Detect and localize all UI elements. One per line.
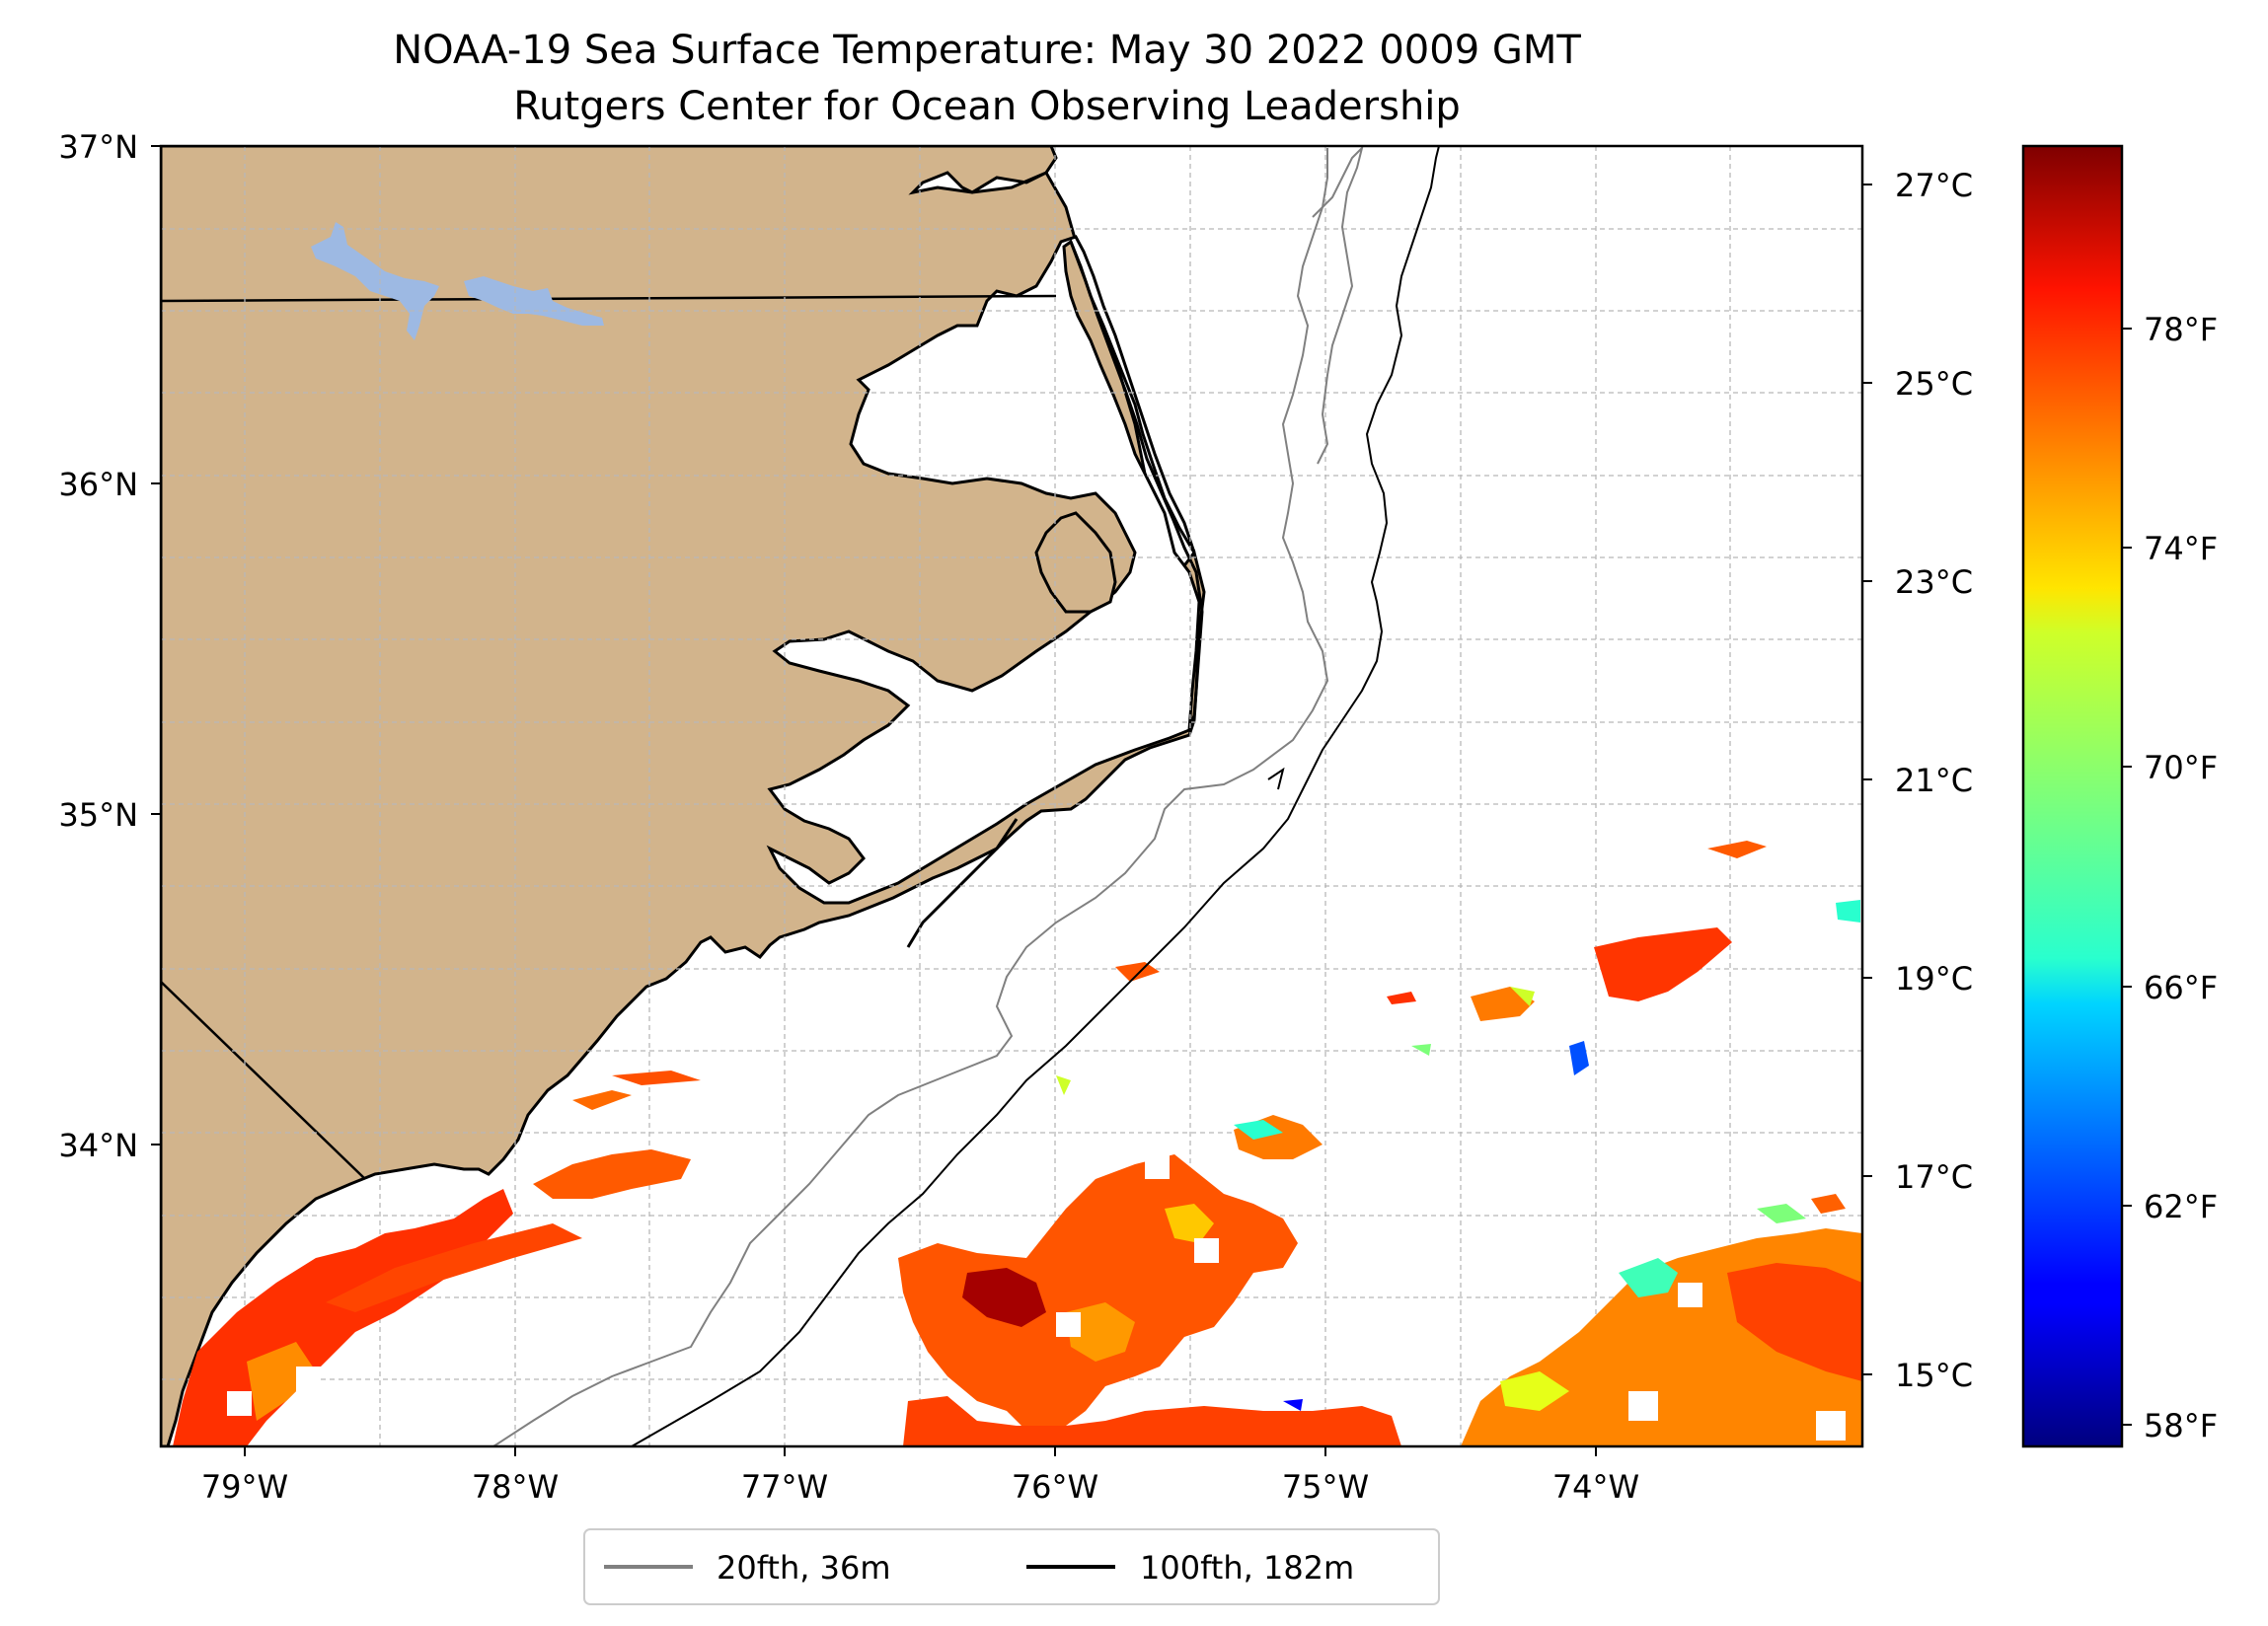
celsius-tick-label: 19°C [1895, 960, 1973, 998]
isobath-100fth [631, 146, 1440, 1446]
va-nc-border [161, 294, 1057, 303]
sst-patch-east-yellow [1510, 987, 1535, 1006]
sst-data-gap [1816, 1411, 1846, 1441]
fahrenheit-tick-label: 62°F [2144, 1188, 2218, 1225]
lat-tick-label: 36°N [58, 466, 138, 503]
sst-patch-east [1594, 927, 1732, 1001]
map-area [161, 146, 1862, 1446]
sst-data-gap [1628, 1391, 1658, 1421]
sst-patch-cyan [1234, 1120, 1283, 1140]
lon-tick-label: 79°W [201, 1468, 288, 1506]
sst-streak [326, 1223, 582, 1312]
sst-data-gap [1056, 1312, 1081, 1337]
sst-data-gap [1145, 1154, 1170, 1179]
sst-patch-southeast-red [1727, 1263, 1862, 1381]
lat-tick-label: 35°N [58, 796, 138, 834]
lon-ticks [244, 1446, 1597, 1456]
sst-data-gap [1678, 1283, 1702, 1307]
fahrenheit-tick-label: 70°F [2144, 749, 2218, 786]
sst-patch-southeast-yellow [1500, 1371, 1569, 1411]
celsius-tick-label: 25°C [1895, 365, 1973, 403]
isobath-20fth [1312, 146, 1364, 465]
fahrenheit-tick-label: 66°F [2144, 969, 2218, 1006]
sst-patch-central-dark [962, 1268, 1046, 1327]
sst-streak [572, 1090, 632, 1110]
map-frame [159, 144, 1864, 1448]
lon-tick-label: 76°W [1012, 1468, 1098, 1506]
sst-streak [612, 1071, 701, 1085]
celsius-tick-label: 27°C [1895, 167, 1973, 204]
outer-banks [1069, 241, 1204, 731]
sst-patch-central-orange [1066, 1302, 1135, 1362]
isobath-100fth-segment [1267, 767, 1285, 790]
sst-patch-central-bottom [903, 1396, 1401, 1446]
fahrenheit-ticks [2122, 328, 2132, 1426]
legend-label-100fth: 100fth, 182m [1140, 1549, 1354, 1587]
sst-patch-east-small [1387, 992, 1416, 1004]
legend-label-20fth: 20fth, 36m [717, 1549, 890, 1587]
sst-patch-southwest-inner [247, 1342, 316, 1421]
lat-tick-label: 37°N [58, 128, 138, 166]
sst-patch-east [1707, 841, 1767, 858]
sst-patch-central-yellow [1165, 1204, 1214, 1243]
map-subtitle: Rutgers Center for Ocean Observing Leade… [513, 84, 1461, 129]
cape-lookout-island [906, 818, 1019, 948]
sst-patch-small [1115, 962, 1160, 982]
sst-data-gap [1194, 1238, 1219, 1263]
lon-tick-label: 75°W [1282, 1468, 1369, 1506]
celsius-tick-label: 21°C [1895, 762, 1973, 799]
sst-patch-east-small [1811, 1194, 1846, 1214]
map-title: NOAA-19 Sea Surface Temperature: May 30 … [393, 28, 1581, 73]
sst-patch-small [1056, 1075, 1071, 1095]
sst-streak [533, 1149, 691, 1199]
fahrenheit-tick-label: 78°F [2144, 311, 2218, 348]
sst-data-gap [405, 1352, 429, 1376]
fahrenheit-tick-label: 74°F [2144, 530, 2218, 567]
legend-box [583, 1528, 1440, 1605]
sst-data-gap [350, 1337, 375, 1362]
lat-ticks [151, 145, 161, 1146]
lon-tick-label: 74°W [1552, 1468, 1639, 1506]
albemarle-sound [766, 235, 1201, 905]
sst-data-layer [173, 841, 1862, 1446]
lake [311, 222, 604, 340]
lon-tick-label: 78°W [472, 1468, 559, 1506]
celsius-ticks [1862, 184, 1872, 1375]
sst-patch-east-blue [1569, 1041, 1589, 1075]
sst-patch-east-small [1757, 1204, 1806, 1223]
sst-patch-east-cyan [1836, 900, 1860, 923]
sst-data-gap [296, 1367, 321, 1391]
lat-tick-label: 34°N [58, 1127, 138, 1164]
colorbar [2021, 144, 2124, 1448]
sst-patch-south-small [1283, 1399, 1303, 1411]
celsius-tick-label: 23°C [1895, 563, 1973, 601]
sst-patch-southeast-cyan [1619, 1258, 1678, 1297]
sst-data-gap [227, 1391, 252, 1416]
lon-tick-label: 77°W [741, 1468, 828, 1506]
fahrenheit-tick-label: 58°F [2144, 1407, 2218, 1444]
celsius-tick-label: 15°C [1895, 1357, 1973, 1394]
celsius-tick-label: 17°C [1895, 1158, 1973, 1196]
isobath-20fth [492, 148, 1329, 1446]
gridlines [161, 146, 1862, 1446]
pamlico-sound [1034, 511, 1117, 614]
sst-patch-east-small [1411, 1044, 1431, 1056]
nc-sc-border [161, 981, 366, 1180]
legend: 20fth, 36m 100fth, 182m [583, 1528, 1440, 1605]
